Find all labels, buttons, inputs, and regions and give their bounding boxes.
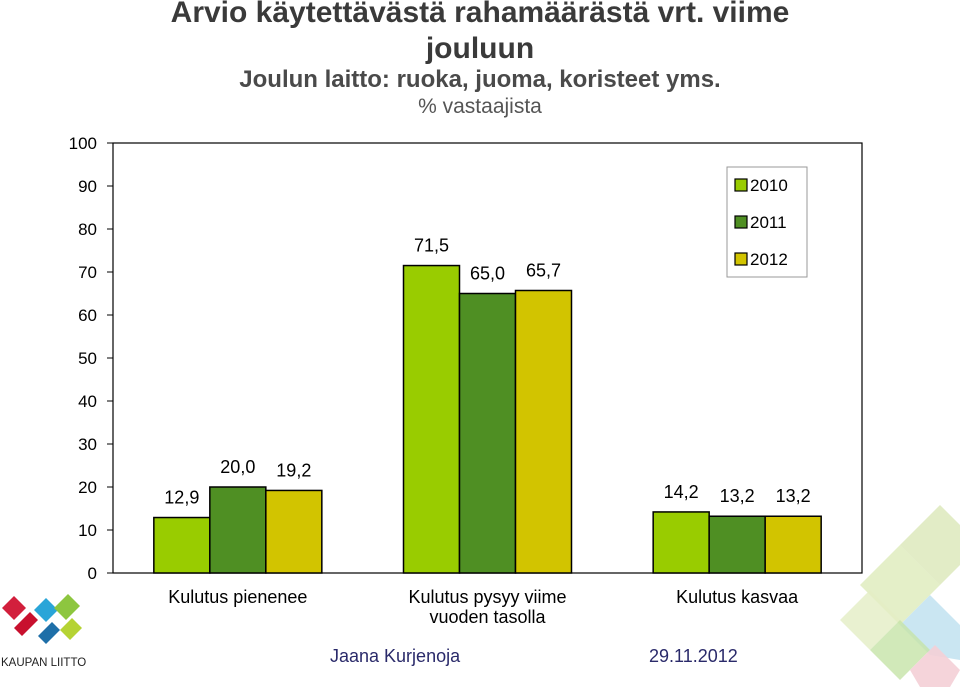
logo-mark-red-2 (14, 612, 38, 636)
bar-2011-3 (708, 515, 766, 574)
decorative-corner-shapes (840, 505, 960, 687)
y-tick-label: 0 (88, 564, 97, 583)
y-tick-label: 60 (78, 306, 97, 325)
data-label: 65,7 (526, 260, 561, 280)
chart-title-line1: Arvio käytettävästä rahamäärästä vrt. vi… (170, 0, 790, 29)
footer-date: 29.11.2012 (649, 646, 738, 666)
data-label: 12,9 (164, 488, 199, 508)
x-category-label: vuoden tasolla (429, 607, 546, 627)
bar-2011-1 (209, 486, 267, 574)
x-category-label: Kulutus pysyy viime (408, 587, 566, 607)
data-label: 13,2 (720, 486, 755, 506)
chart-subtitle: Joulun laitto: ruoka, juoma, koristeet y… (239, 66, 721, 93)
x-category-label: Kulutus kasvaa (676, 587, 799, 607)
legend-label-2011: 2011 (750, 213, 787, 232)
data-label: 14,2 (664, 482, 699, 502)
y-tick-label: 70 (78, 263, 97, 282)
y-tick-label: 10 (78, 521, 97, 540)
legend-swatch-2012 (734, 252, 748, 266)
y-tick-label: 90 (78, 177, 97, 196)
legend-swatch-2011 (734, 215, 748, 229)
bar-2012-2 (514, 289, 573, 574)
logo-mark-blue (34, 598, 58, 622)
y-tick-label: 30 (78, 435, 97, 454)
chart-title-line2: jouluun (425, 32, 535, 65)
y-tick-label: 100 (69, 134, 97, 153)
x-category-label: Kulutus pienenee (168, 587, 307, 607)
data-label: 19,2 (276, 460, 311, 480)
logo-mark-red (2, 596, 26, 620)
bar-2012-1 (265, 489, 323, 574)
logo-mark-lime (60, 618, 82, 640)
data-label: 71,5 (414, 236, 449, 256)
bar-2010-2 (402, 264, 461, 574)
data-label: 13,2 (776, 486, 811, 506)
legend-swatch-2010 (734, 178, 748, 192)
logo-text: KAUPAN LIITTO (1, 657, 86, 669)
kaupan-liitto-logo: KAUPAN LIITTO (1, 594, 86, 669)
logo-mark-green (54, 594, 80, 620)
data-label: 65,0 (470, 264, 505, 284)
legend-label-2010: 2010 (750, 176, 788, 195)
y-axis-label: % vastaajista (418, 95, 542, 118)
bar-2010-1 (153, 516, 211, 574)
y-tick-label: 50 (78, 349, 97, 368)
logo-mark-blue-2 (38, 622, 60, 644)
footer-author: Jaana Kurjenoja (330, 646, 461, 666)
bar-2012-3 (764, 515, 822, 574)
y-tick-label: 40 (78, 392, 97, 411)
bar-2011-2 (458, 292, 517, 574)
y-tick-label: 80 (78, 220, 97, 239)
data-label: 20,0 (220, 457, 255, 477)
y-tick-label: 20 (78, 478, 97, 497)
bar-2010-3 (652, 511, 710, 574)
legend-label-2012: 2012 (750, 250, 788, 269)
